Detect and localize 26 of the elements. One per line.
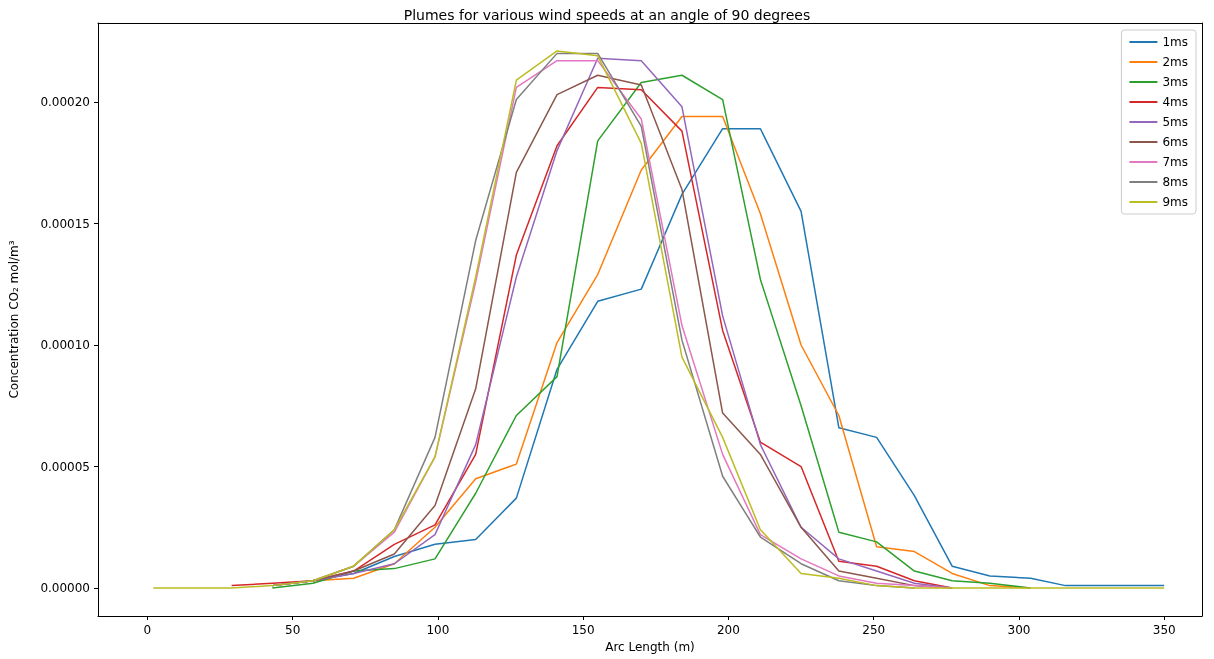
- x-tick-label: 100: [426, 623, 450, 637]
- legend-label: 5ms: [1162, 115, 1188, 129]
- legend-label: 9ms: [1162, 195, 1188, 209]
- y-tick-label: 0.00010: [40, 338, 90, 353]
- x-tick-label: 150: [571, 623, 595, 637]
- legend-label: 6ms: [1162, 135, 1188, 149]
- x-tick-label: 50: [285, 623, 301, 637]
- legend-label: 2ms: [1162, 55, 1188, 69]
- legend-label: 7ms: [1162, 155, 1188, 169]
- legend-label: 8ms: [1162, 175, 1188, 189]
- line-series: [152, 50, 1165, 589]
- x-tick-label: 200: [716, 623, 740, 637]
- y-tick-label: 0.00005: [40, 459, 90, 474]
- x-tick-label: 300: [1007, 623, 1031, 637]
- x-axis-title: Arc Length (m): [605, 639, 695, 654]
- chart-title: Plumes for various wind speeds at an angle of 90 degrees: [403, 7, 811, 23]
- y-tick-label: 0.00020: [40, 94, 90, 109]
- y-tick-label: 0.00015: [40, 216, 90, 231]
- x-tick-label: 250: [862, 623, 886, 637]
- y-axis-title: Concentration CO₂ mol/m³: [7, 240, 21, 399]
- y-tick-label: 0.00000: [40, 581, 90, 596]
- legend-label: 4ms: [1162, 95, 1188, 109]
- legend-label: 3ms: [1162, 75, 1188, 89]
- legend-label: 1ms: [1162, 35, 1188, 49]
- x-tick-label: 350: [1152, 623, 1176, 637]
- x-tick-label: 0: [143, 623, 152, 637]
